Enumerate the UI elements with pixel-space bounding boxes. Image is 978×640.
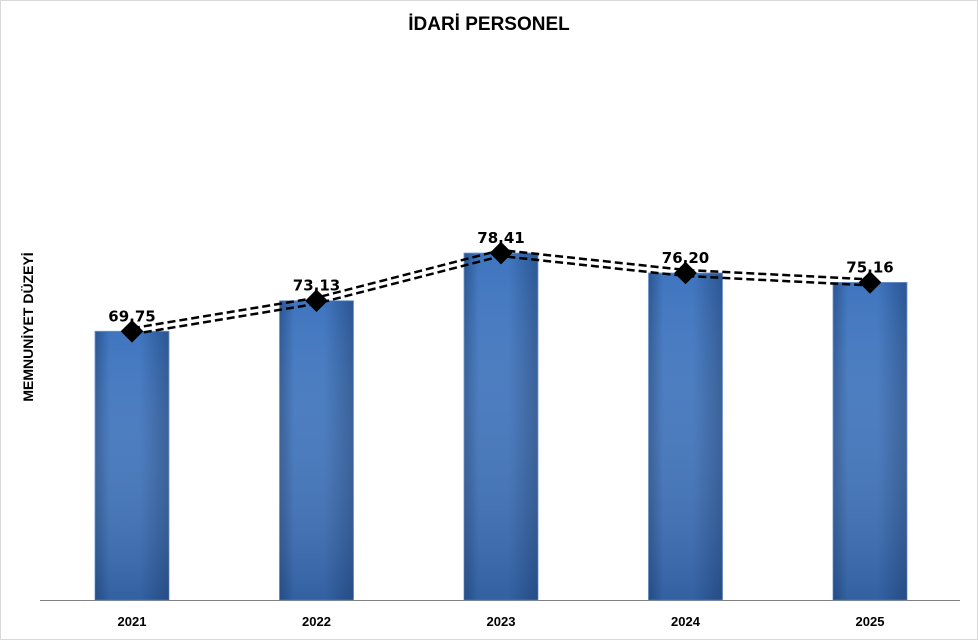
x-tick-label: 2025 — [856, 614, 885, 629]
x-tick-label: 2022 — [302, 614, 331, 629]
chart-title: İDARİ PERSONEL — [408, 14, 570, 35]
diamond-marker — [674, 261, 697, 285]
bar-shade-2023 — [464, 253, 538, 600]
bar-shade-2024 — [648, 272, 723, 600]
x-tick-label: 2021 — [118, 614, 147, 629]
diamond-marker — [858, 271, 882, 294]
bar-shade-2021 — [95, 331, 169, 600]
bar-shade-2022 — [279, 300, 354, 600]
diamond-marker — [305, 289, 328, 313]
data-label: 73,13 — [293, 277, 340, 295]
bar-shade-2025 — [833, 282, 907, 600]
data-label: 78,41 — [477, 229, 524, 247]
x-tick-label: 2023 — [487, 614, 516, 629]
data-label: 69,75 — [108, 307, 155, 325]
x-tick-label: 2024 — [671, 614, 701, 629]
data-label: 75,16 — [846, 258, 893, 276]
data-label: 76,20 — [662, 249, 709, 267]
